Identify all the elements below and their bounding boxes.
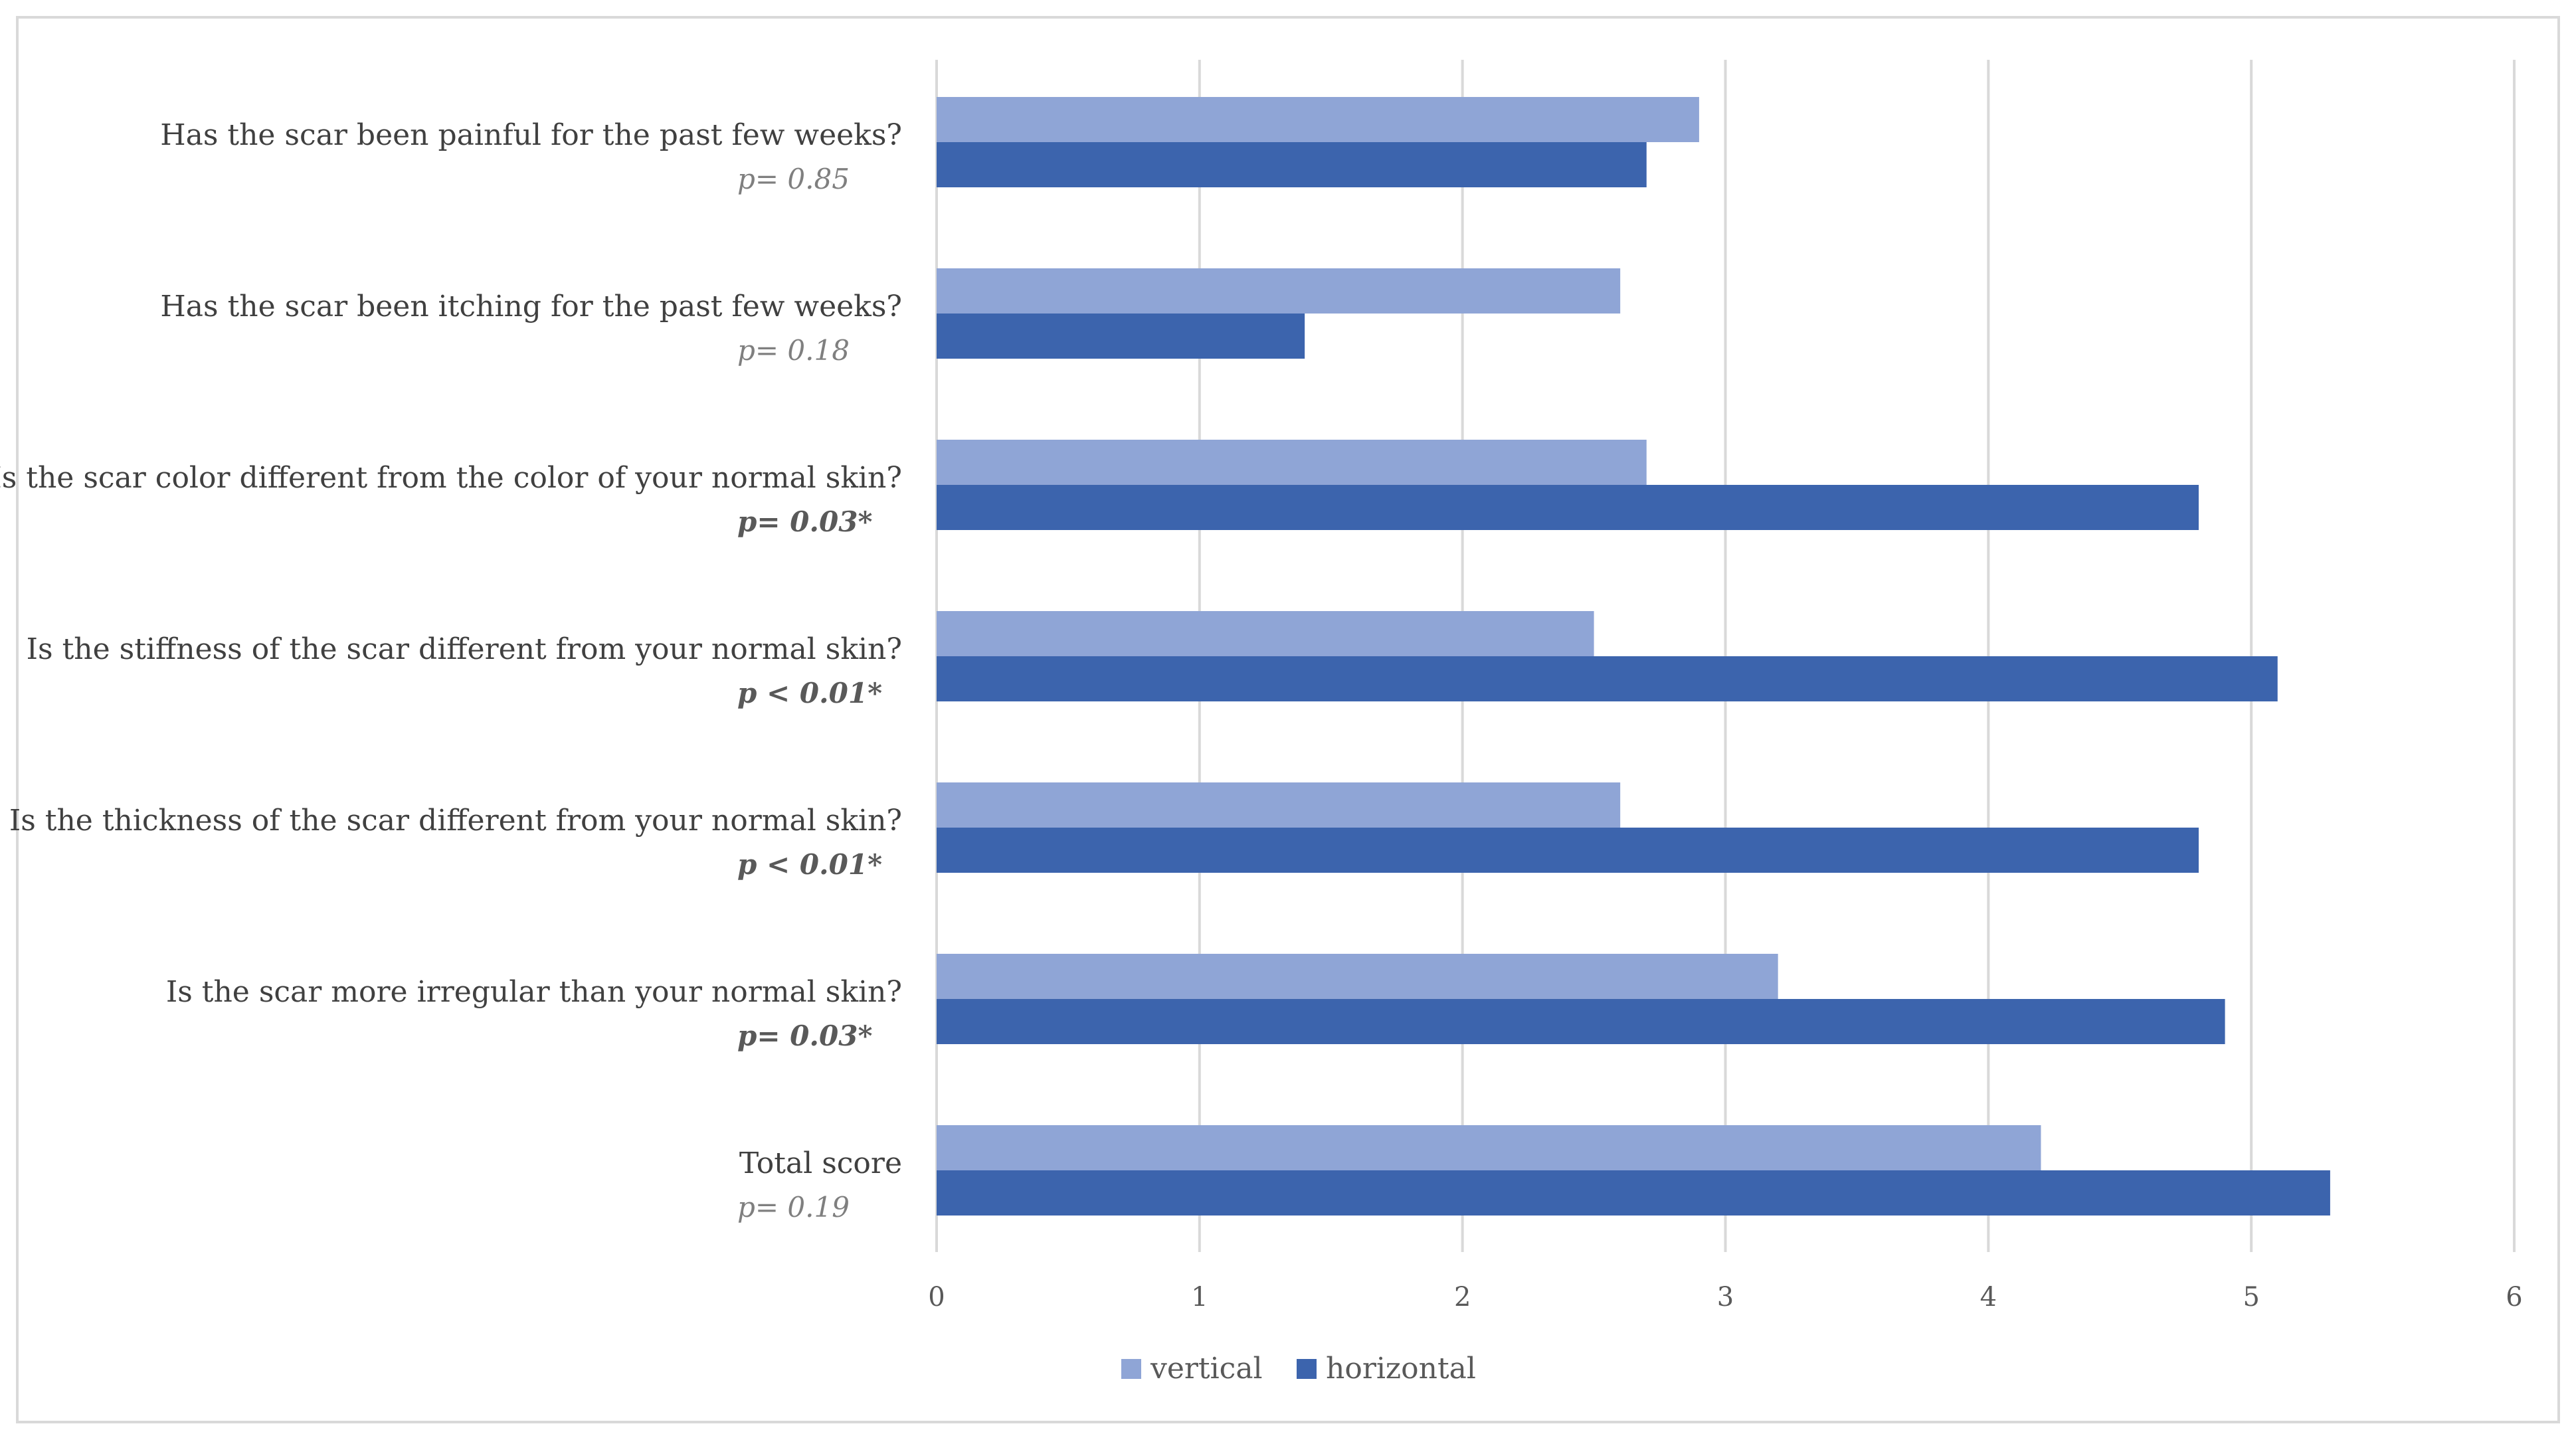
bar-vertical-1 — [937, 97, 1699, 142]
bar-vertical-3 — [937, 440, 1647, 485]
x-axis-ticks: 0 1 2 3 4 5 6 — [928, 1282, 2522, 1312]
tick-label-0: 0 — [928, 1282, 945, 1312]
bar-horizontal-4 — [937, 656, 2278, 701]
p-value-label-4: p < 0.01* — [737, 677, 882, 709]
bar-vertical-5 — [937, 782, 1621, 828]
bar-horizontal-2 — [937, 314, 1305, 359]
bar-vertical-7 — [937, 1125, 2041, 1170]
bar-horizontal-5 — [937, 828, 2199, 873]
bar-horizontal-3 — [937, 485, 2199, 530]
p-value-label-1: p= 0.85 — [737, 163, 850, 195]
bar-horizontal-6 — [937, 999, 2225, 1044]
category-label-4: Is the stiffness of the scar different f… — [27, 632, 902, 666]
tick-label-1: 1 — [1191, 1282, 1208, 1312]
p-value-label-5: p < 0.01* — [737, 848, 882, 881]
bar-vertical-2 — [937, 268, 1621, 314]
category-label-6: Is the scar more irregular than your nor… — [166, 975, 902, 1009]
category-label-1: Has the scar been painful for the past f… — [160, 118, 902, 152]
bar-vertical-4 — [937, 611, 1594, 656]
bar-horizontal-1 — [937, 142, 1647, 187]
p-value-label-6: p= 0.03* — [737, 1020, 872, 1052]
tick-label-2: 2 — [1454, 1282, 1471, 1312]
tick-label-4: 4 — [1980, 1282, 1997, 1312]
p-value-label-3: p= 0.03* — [737, 505, 872, 538]
category-label-5: Is the thickness of the scar different f… — [9, 804, 902, 838]
bar-vertical-6 — [937, 954, 1778, 999]
bars — [937, 97, 2330, 1216]
legend-swatch-horizontal — [1297, 1359, 1317, 1379]
tick-label-3: 3 — [1717, 1282, 1734, 1312]
gridlines — [935, 60, 2516, 1252]
p-value-label-7: p= 0.19 — [737, 1191, 850, 1223]
legend-swatch-vertical — [1121, 1359, 1141, 1379]
bar-horizontal-7 — [937, 1170, 2330, 1216]
category-label-2: Has the scar been itching for the past f… — [160, 290, 902, 323]
tick-label-5: 5 — [2243, 1282, 2259, 1312]
legend: vertical horizontal — [1121, 1352, 1476, 1386]
category-labels: Has the scar been painful for the past f… — [0, 118, 902, 1223]
legend-label-horizontal: horizontal — [1326, 1352, 1476, 1386]
legend-label-vertical: vertical — [1150, 1352, 1263, 1386]
category-label-3: Is the scar color different from the col… — [0, 461, 902, 495]
category-label-7: Total score — [739, 1146, 902, 1180]
tick-label-6: 6 — [2506, 1282, 2522, 1312]
p-value-label-2: p= 0.18 — [737, 334, 850, 367]
